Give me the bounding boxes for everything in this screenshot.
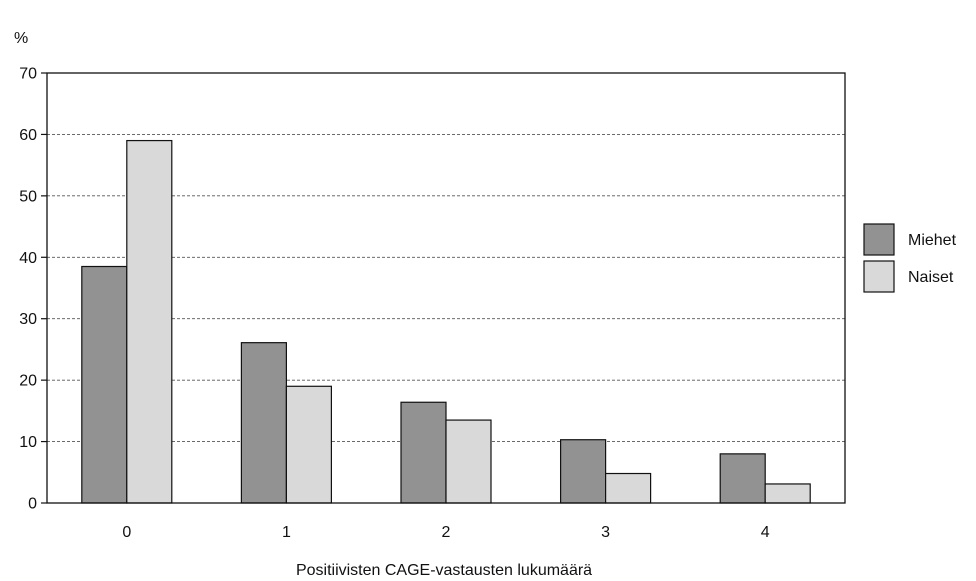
- legend-swatch-naiset: [863, 260, 895, 293]
- x-tick-label: 3: [601, 524, 610, 541]
- y-tick-label: 60: [19, 127, 37, 144]
- bar-miehet-2: [400, 401, 447, 504]
- x-tick-label: 0: [122, 524, 131, 541]
- y-tick-label: 50: [19, 188, 37, 205]
- bar-miehet-0: [81, 265, 128, 504]
- x-axis-label: Positiivisten CAGE-vastausten lukumäärä: [296, 562, 592, 579]
- x-tick-label: 1: [282, 524, 291, 541]
- bar-naiset-0: [126, 139, 173, 504]
- y-unit-label: %: [14, 30, 28, 47]
- y-tick-label: 40: [19, 250, 37, 267]
- y-axis: 0 10 20 30 40 50 60 70: [19, 66, 47, 513]
- plot-frame: [46, 72, 846, 504]
- y-tick-label: 30: [19, 311, 37, 328]
- y-tick-label: 70: [19, 66, 37, 83]
- x-tick-label: 2: [442, 524, 451, 541]
- bar-naiset-2: [445, 419, 492, 504]
- grid-lines: [47, 133, 845, 443]
- bar-naiset-4: [764, 483, 811, 504]
- bar-miehet-4: [719, 453, 766, 504]
- bar-miehet-3: [559, 439, 607, 504]
- legend-swatch-miehet: [863, 223, 895, 256]
- legend-label-naiset: Naiset: [908, 269, 954, 286]
- x-axis: 0 1 2 3 4: [122, 524, 769, 541]
- bar-naiset-3: [604, 472, 652, 504]
- x-tick-label: 4: [761, 524, 770, 541]
- bar-miehet-1: [240, 342, 287, 504]
- bars: [81, 139, 811, 504]
- y-tick-label: 20: [19, 373, 37, 390]
- y-tick-label: 10: [19, 434, 37, 451]
- legend-label-miehet: Miehet: [908, 232, 957, 249]
- bar-naiset-1: [285, 385, 332, 504]
- legend: Miehet Naiset: [863, 223, 957, 293]
- y-tick-label: 0: [28, 496, 37, 513]
